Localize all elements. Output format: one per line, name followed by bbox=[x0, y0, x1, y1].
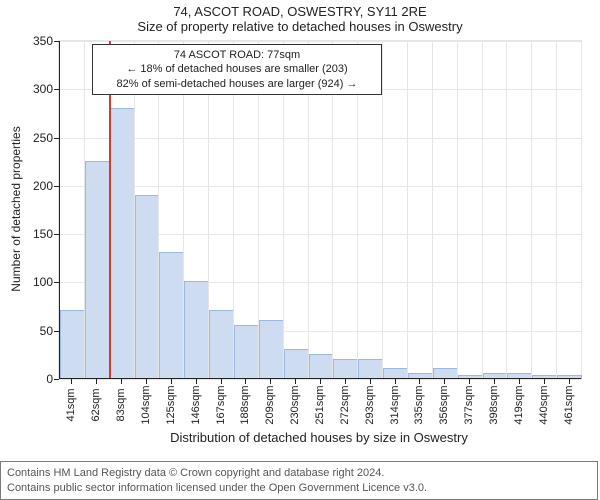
xtick-mark bbox=[146, 379, 147, 384]
histogram-bar bbox=[159, 252, 184, 379]
histogram-bar bbox=[234, 325, 259, 379]
xtick-label: 377sqm bbox=[463, 385, 475, 424]
xtick-label: 314sqm bbox=[389, 385, 401, 424]
xtick-label: 167sqm bbox=[215, 385, 227, 424]
xtick-mark bbox=[544, 379, 545, 384]
gridline-v bbox=[556, 41, 557, 379]
gridline-v bbox=[457, 41, 458, 379]
xtick-mark bbox=[221, 379, 222, 384]
xtick-mark bbox=[494, 379, 495, 384]
xtick-label: 440sqm bbox=[538, 385, 550, 424]
ytick-label: 100 bbox=[33, 275, 53, 289]
gridline-v bbox=[531, 41, 532, 379]
xtick-mark bbox=[96, 379, 97, 384]
page-subtitle: Size of property relative to detached ho… bbox=[0, 19, 600, 34]
xtick-mark bbox=[71, 379, 72, 384]
attribution-footer: Contains HM Land Registry data © Crown c… bbox=[0, 461, 598, 500]
histogram-bar bbox=[284, 349, 309, 379]
gridline-v bbox=[432, 41, 433, 379]
histogram-bar bbox=[135, 195, 160, 379]
xtick-label: 146sqm bbox=[190, 385, 202, 424]
ytick-label: 250 bbox=[33, 131, 53, 145]
gridline-v bbox=[382, 41, 383, 379]
xtick-mark bbox=[171, 379, 172, 384]
y-axis-line bbox=[59, 41, 60, 379]
xtick-label: 209sqm bbox=[264, 385, 276, 424]
xtick-mark bbox=[370, 379, 371, 384]
histogram-bar bbox=[259, 320, 284, 379]
gridline-h bbox=[59, 41, 581, 42]
xtick-mark bbox=[320, 379, 321, 384]
xtick-mark bbox=[345, 379, 346, 384]
xtick-mark bbox=[395, 379, 396, 384]
histogram-bar bbox=[333, 359, 358, 379]
histogram-bar bbox=[358, 359, 383, 379]
xtick-label: 356sqm bbox=[438, 385, 450, 424]
footer-line-2: Contains public sector information licen… bbox=[7, 481, 591, 495]
xtick-mark bbox=[519, 379, 520, 384]
xtick-mark bbox=[196, 379, 197, 384]
ytick-label: 0 bbox=[46, 372, 53, 386]
xtick-mark bbox=[444, 379, 445, 384]
ytick-label: 50 bbox=[40, 324, 53, 338]
xtick-label: 398sqm bbox=[488, 385, 500, 424]
xtick-label: 188sqm bbox=[239, 385, 251, 424]
xtick-label: 251sqm bbox=[314, 385, 326, 424]
x-axis-line bbox=[59, 378, 581, 379]
annotation-line-1: 74 ASCOT ROAD: 77sqm bbox=[99, 48, 375, 62]
xtick-label: 419sqm bbox=[513, 385, 525, 424]
annotation-line-3: 82% of semi-detached houses are larger (… bbox=[99, 77, 375, 91]
gridline-v bbox=[482, 41, 483, 379]
xtick-label: 335sqm bbox=[413, 385, 425, 424]
xtick-label: 125sqm bbox=[165, 385, 177, 424]
xtick-mark bbox=[270, 379, 271, 384]
histogram-bar bbox=[309, 354, 334, 379]
annotation-line-2: ← 18% of detached houses are smaller (20… bbox=[99, 62, 375, 76]
ytick-label: 150 bbox=[33, 227, 53, 241]
xtick-mark bbox=[469, 379, 470, 384]
ytick-label: 350 bbox=[33, 34, 53, 48]
xtick-label: 62sqm bbox=[90, 388, 102, 421]
xtick-mark bbox=[569, 379, 570, 384]
xtick-label: 41sqm bbox=[65, 388, 77, 421]
histogram-bar bbox=[85, 161, 110, 379]
xtick-label: 272sqm bbox=[339, 385, 351, 424]
ytick-label: 300 bbox=[33, 82, 53, 96]
annotation-box: 74 ASCOT ROAD: 77sqm ← 18% of detached h… bbox=[92, 44, 382, 95]
x-axis-label: Distribution of detached houses by size … bbox=[170, 430, 468, 445]
xtick-mark bbox=[121, 379, 122, 384]
gridline-h bbox=[59, 186, 581, 187]
xtick-label: 104sqm bbox=[140, 385, 152, 424]
histogram-bar bbox=[184, 281, 209, 379]
y-axis-label: Number of detached properties bbox=[9, 126, 23, 291]
gridline-h bbox=[59, 138, 581, 139]
histogram-bar bbox=[110, 108, 135, 379]
xtick-label: 461sqm bbox=[563, 385, 575, 424]
xtick-label: 83sqm bbox=[115, 388, 127, 421]
ytick-mark bbox=[54, 379, 59, 380]
xtick-mark bbox=[245, 379, 246, 384]
histogram-bar bbox=[209, 310, 234, 379]
histogram-bar bbox=[60, 310, 85, 379]
xtick-label: 293sqm bbox=[364, 385, 376, 424]
gridline-v bbox=[506, 41, 507, 379]
gridline-v bbox=[407, 41, 408, 379]
page-title: 74, ASCOT ROAD, OSWESTRY, SY11 2RE bbox=[0, 4, 600, 19]
xtick-label: 230sqm bbox=[289, 385, 301, 424]
xtick-mark bbox=[419, 379, 420, 384]
footer-line-1: Contains HM Land Registry data © Crown c… bbox=[7, 466, 591, 480]
ytick-label: 200 bbox=[33, 179, 53, 193]
xtick-mark bbox=[295, 379, 296, 384]
